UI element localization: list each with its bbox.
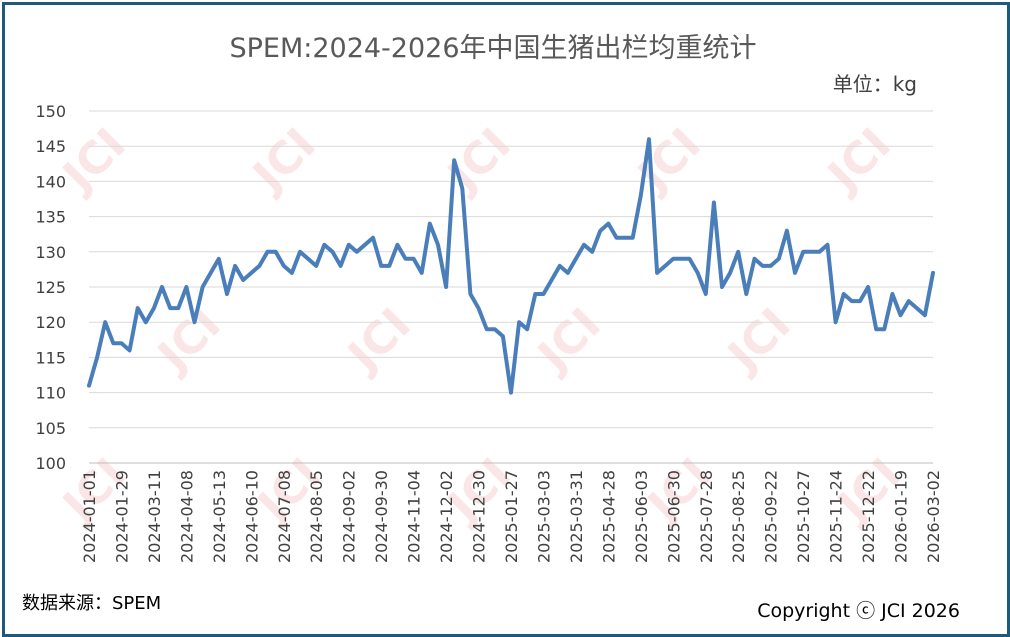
x-tick-label: 2024-03-11	[145, 470, 164, 563]
watermark-text: JCI	[437, 119, 521, 203]
watermark-text: JCI	[527, 299, 611, 383]
series-layer	[87, 137, 935, 395]
x-tick-label: 2024-09-30	[372, 470, 391, 563]
x-tick-label: 2025-04-28	[599, 470, 618, 563]
y-tick-label: 100	[35, 454, 66, 473]
y-tick-label: 150	[35, 102, 66, 121]
copyright-note: Copyright ⓒ JCI 2026	[757, 600, 960, 622]
y-tick-label: 145	[35, 137, 66, 156]
x-tick-label: 2024-11-04	[405, 470, 424, 563]
watermark-text: JCI	[627, 119, 711, 203]
gridlines	[89, 110, 933, 464]
watermark-text: JCI	[147, 299, 231, 383]
y-tick-label: 120	[35, 313, 66, 332]
x-tick-label: 2025-08-25	[729, 470, 748, 563]
x-tick-label: 2026-03-02	[924, 470, 943, 563]
y-axis-ticks: 100 105 110 115 120 125 130 135 140 145 150	[35, 102, 66, 473]
series-line-weight	[87, 137, 935, 395]
y-tick-label: 110	[35, 384, 66, 403]
x-tick-label: 2024-04-08	[177, 470, 196, 563]
x-tick-label: 2025-09-22	[762, 470, 781, 563]
watermark-text: JCI	[337, 299, 421, 383]
x-tick-label: 2026-01-19	[892, 470, 911, 563]
y-tick-label: 130	[35, 243, 66, 262]
x-tick-label: 2025-03-03	[534, 470, 553, 563]
y-tick-label: 140	[35, 172, 66, 191]
x-tick-label: 2024-07-08	[275, 470, 294, 563]
x-tick-label: 2025-11-24	[827, 470, 846, 563]
watermark-text: JCI	[817, 119, 901, 203]
source-note: 数据来源：SPEM	[22, 593, 161, 614]
y-tick-label: 115	[35, 348, 66, 367]
x-tick-label: 2024-12-30	[470, 470, 489, 563]
watermark-text: JCI	[242, 119, 326, 203]
unit-label: 单位：kg	[833, 72, 917, 96]
x-tick-label: 2024-01-01	[80, 470, 99, 563]
x-tick-label: 2025-03-31	[567, 470, 586, 563]
x-tick-label: 2024-06-10	[242, 470, 261, 563]
x-tick-label: 2025-06-03	[632, 470, 651, 563]
x-tick-label: 2025-07-28	[697, 470, 716, 563]
x-tick-label: 2025-12-22	[859, 470, 878, 563]
x-axis-ticks: 2024-01-01 2024-01-29 2024-03-11 2024-04-08…	[80, 470, 943, 563]
x-tick-label: 2024-09-02	[340, 470, 359, 563]
x-tick-label: 2024-05-13	[210, 470, 229, 563]
x-tick-label: 2024-08-05	[307, 470, 326, 563]
x-tick-label: 2025-10-27	[794, 470, 813, 563]
x-tick-label: 2024-12-02	[437, 470, 456, 563]
x-tick-label: 2025-01-27	[502, 470, 521, 563]
y-tick-label: 125	[35, 278, 66, 297]
y-tick-label: 105	[35, 419, 66, 438]
x-tick-label: 2025-06-30	[664, 470, 683, 563]
y-tick-label: 135	[35, 208, 66, 227]
watermark-text: JCI	[717, 299, 801, 383]
chart-title: SPEM:2024-2026年中国生猪出栏均重统计	[229, 33, 756, 64]
x-tick-label: 2024-01-29	[112, 470, 131, 563]
